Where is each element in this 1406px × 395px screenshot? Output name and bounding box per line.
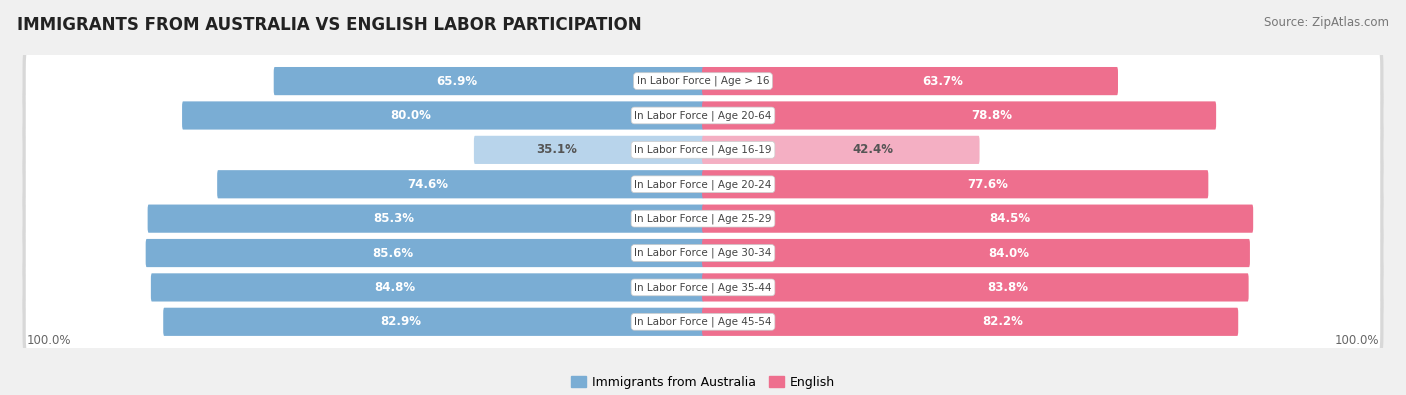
Text: 85.6%: 85.6%	[371, 246, 413, 260]
Text: In Labor Force | Age 35-44: In Labor Force | Age 35-44	[634, 282, 772, 293]
FancyBboxPatch shape	[163, 308, 704, 336]
FancyBboxPatch shape	[702, 102, 1216, 130]
Text: 82.9%: 82.9%	[381, 315, 422, 328]
Text: 65.9%: 65.9%	[436, 75, 477, 88]
Text: 74.6%: 74.6%	[408, 178, 449, 191]
Text: 84.5%: 84.5%	[990, 212, 1031, 225]
FancyBboxPatch shape	[702, 273, 1249, 301]
Text: In Labor Force | Age 20-64: In Labor Force | Age 20-64	[634, 110, 772, 121]
FancyBboxPatch shape	[702, 239, 1250, 267]
Text: 100.0%: 100.0%	[27, 333, 72, 346]
FancyBboxPatch shape	[150, 273, 704, 301]
Text: 42.4%: 42.4%	[853, 143, 894, 156]
Text: Source: ZipAtlas.com: Source: ZipAtlas.com	[1264, 16, 1389, 29]
FancyBboxPatch shape	[22, 28, 1384, 134]
FancyBboxPatch shape	[25, 236, 1381, 339]
FancyBboxPatch shape	[25, 167, 1381, 270]
FancyBboxPatch shape	[217, 170, 704, 198]
Text: 63.7%: 63.7%	[922, 75, 963, 88]
Text: 100.0%: 100.0%	[1334, 333, 1379, 346]
FancyBboxPatch shape	[25, 133, 1381, 236]
Text: 83.8%: 83.8%	[987, 281, 1028, 294]
Text: 77.6%: 77.6%	[967, 178, 1008, 191]
FancyBboxPatch shape	[148, 205, 704, 233]
FancyBboxPatch shape	[22, 166, 1384, 271]
FancyBboxPatch shape	[22, 200, 1384, 306]
FancyBboxPatch shape	[181, 102, 704, 130]
FancyBboxPatch shape	[25, 30, 1381, 133]
Text: 85.3%: 85.3%	[373, 212, 413, 225]
FancyBboxPatch shape	[25, 98, 1381, 201]
FancyBboxPatch shape	[702, 205, 1253, 233]
Text: 84.8%: 84.8%	[374, 281, 416, 294]
Text: 35.1%: 35.1%	[536, 143, 576, 156]
Text: 80.0%: 80.0%	[389, 109, 432, 122]
Text: IMMIGRANTS FROM AUSTRALIA VS ENGLISH LABOR PARTICIPATION: IMMIGRANTS FROM AUSTRALIA VS ENGLISH LAB…	[17, 16, 641, 34]
FancyBboxPatch shape	[22, 97, 1384, 203]
FancyBboxPatch shape	[702, 67, 1118, 95]
Legend: Immigrants from Australia, English: Immigrants from Australia, English	[567, 371, 839, 394]
Text: In Labor Force | Age 25-29: In Labor Force | Age 25-29	[634, 213, 772, 224]
FancyBboxPatch shape	[22, 63, 1384, 168]
FancyBboxPatch shape	[25, 64, 1381, 167]
Text: 82.2%: 82.2%	[983, 315, 1024, 328]
FancyBboxPatch shape	[25, 201, 1381, 305]
FancyBboxPatch shape	[702, 308, 1239, 336]
FancyBboxPatch shape	[22, 132, 1384, 237]
Text: In Labor Force | Age 16-19: In Labor Force | Age 16-19	[634, 145, 772, 155]
Text: In Labor Force | Age 30-34: In Labor Force | Age 30-34	[634, 248, 772, 258]
Text: In Labor Force | Age 45-54: In Labor Force | Age 45-54	[634, 316, 772, 327]
FancyBboxPatch shape	[702, 170, 1208, 198]
FancyBboxPatch shape	[25, 270, 1381, 373]
FancyBboxPatch shape	[702, 136, 980, 164]
Text: 78.8%: 78.8%	[972, 109, 1012, 122]
Text: 84.0%: 84.0%	[988, 246, 1029, 260]
Text: In Labor Force | Age 20-24: In Labor Force | Age 20-24	[634, 179, 772, 190]
FancyBboxPatch shape	[474, 136, 704, 164]
FancyBboxPatch shape	[22, 269, 1384, 374]
Text: In Labor Force | Age > 16: In Labor Force | Age > 16	[637, 76, 769, 87]
FancyBboxPatch shape	[22, 235, 1384, 340]
FancyBboxPatch shape	[274, 67, 704, 95]
FancyBboxPatch shape	[146, 239, 704, 267]
